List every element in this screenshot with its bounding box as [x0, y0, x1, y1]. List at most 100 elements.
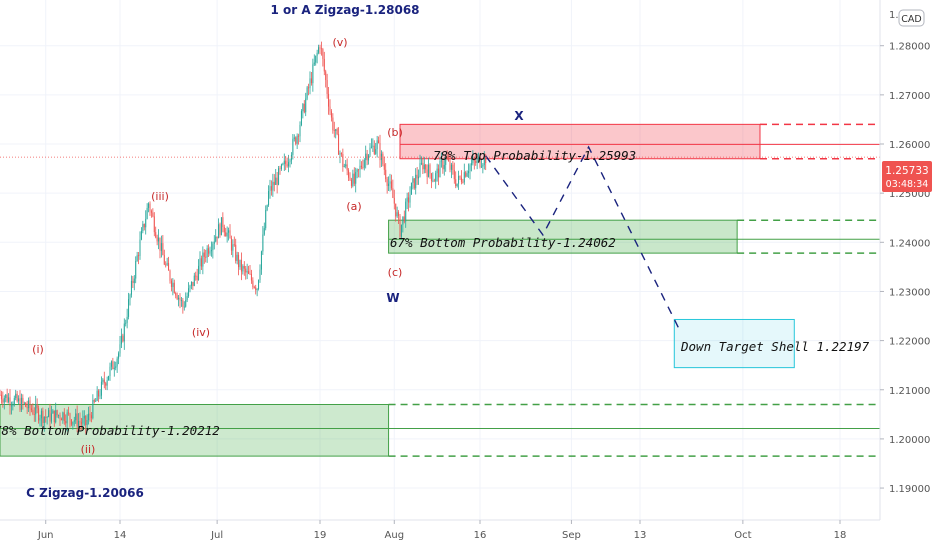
candle-body [82, 418, 84, 424]
candle-body [239, 259, 241, 268]
candle-body [186, 296, 188, 301]
candle-body [228, 230, 230, 233]
middle-zone-label: 67% Bottom Probability-1.24062 [390, 235, 616, 250]
candle-body [363, 159, 365, 168]
candle-body [205, 256, 207, 258]
candle-body [53, 410, 55, 423]
candle-body [190, 281, 192, 286]
candle-body [179, 297, 181, 301]
candle-body [193, 275, 195, 286]
candle-body [333, 130, 335, 131]
candle-body [162, 243, 164, 256]
candle-body [342, 154, 344, 167]
candle-body [219, 224, 221, 236]
candle-body [415, 174, 417, 189]
candle-body [422, 162, 424, 170]
candle-body [256, 289, 258, 291]
candle-body [196, 275, 198, 281]
candle-body [140, 231, 142, 240]
candle-body [38, 408, 40, 421]
wave-label-W: W [386, 291, 399, 305]
middle-zone-box [388, 219, 738, 254]
candle-body [5, 394, 7, 398]
candle-body [412, 178, 414, 183]
candle-body [208, 248, 210, 254]
candle-body [435, 173, 437, 182]
candle-body [485, 155, 487, 164]
candle-body [453, 169, 455, 180]
candle-body [68, 412, 70, 414]
target-zone-box [673, 318, 795, 369]
candle-body [469, 165, 471, 172]
candle-body [378, 140, 380, 143]
candle-body [39, 418, 41, 421]
candle-body [86, 420, 88, 426]
candle-body [429, 164, 431, 174]
candle-body [108, 376, 110, 381]
candle-body [149, 203, 151, 212]
candle-body [445, 156, 447, 165]
candle-body [442, 160, 444, 170]
candle-body [308, 87, 310, 89]
current-price-value: 1.25733 [885, 165, 928, 177]
candle-body [163, 255, 165, 265]
candle-body [78, 421, 80, 427]
candle-body [76, 413, 78, 427]
candle-body [198, 265, 200, 281]
candle-body [232, 244, 234, 251]
candle-body [318, 47, 320, 53]
candle-body [406, 197, 408, 202]
candle-body [362, 167, 364, 169]
candle-body [119, 344, 121, 354]
candle-body [92, 400, 94, 419]
candle-body [286, 164, 288, 167]
candle-body [375, 149, 377, 154]
candle-body [213, 241, 215, 244]
candle-body [370, 146, 372, 148]
candle-body [265, 210, 267, 229]
candle-body [326, 80, 328, 94]
candle-body [22, 397, 24, 403]
candle-body [409, 194, 411, 203]
candle-body [18, 398, 20, 402]
candle-body [439, 161, 441, 178]
candle-body [466, 173, 468, 177]
candle-body [403, 216, 405, 222]
candle-body [185, 300, 187, 307]
candle-body [365, 153, 367, 160]
wave-label-i: (i) [32, 343, 44, 356]
candle-body [96, 390, 98, 401]
candle-body [368, 155, 370, 161]
candle-body [309, 78, 311, 89]
candle-body [313, 62, 315, 65]
candle-body [145, 218, 147, 228]
candle-body [420, 162, 422, 164]
wave-label-iv: (iv) [192, 326, 210, 339]
candle-body [416, 174, 418, 179]
candle-body [272, 181, 274, 191]
candle-body [373, 145, 375, 154]
zigzag-bottom-annotation: C Zigzag-1.20066 [26, 486, 144, 500]
wave-label-c: (c) [388, 266, 403, 279]
price-tick-label: 1.26000 [889, 140, 930, 151]
candle-body [135, 261, 137, 279]
candle-body [52, 410, 54, 414]
target-zone-label: Down Target Shell 1.22197 [680, 339, 870, 354]
price-tick-label: 1.22000 [889, 337, 930, 348]
currency-badge[interactable] [898, 9, 925, 27]
candle-body [0, 394, 2, 400]
candle-body [199, 258, 201, 266]
candle-body [189, 285, 191, 289]
candle-body [349, 177, 351, 180]
candle-body [3, 397, 5, 403]
candle-body [302, 103, 304, 112]
candle-body [165, 264, 167, 266]
price-tick-label: 1.20000 [889, 435, 930, 446]
candle-body [48, 410, 50, 418]
candle-body [56, 410, 58, 416]
candle-body [393, 197, 395, 204]
candle-body [209, 251, 211, 254]
wave-label-iii: (iii) [151, 190, 169, 203]
candle-body [30, 408, 32, 410]
